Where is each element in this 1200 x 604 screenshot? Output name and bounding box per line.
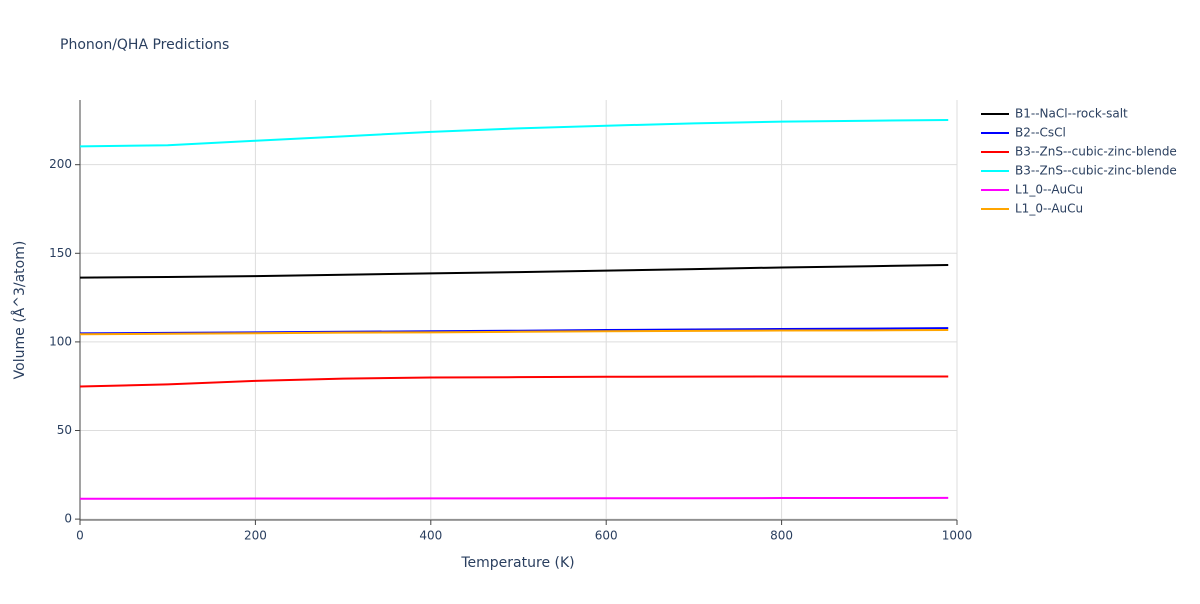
- y-axis-title: Volume (Å^3/atom): [11, 241, 28, 380]
- x-tick-label: 600: [595, 529, 618, 543]
- y-tick-label: 100: [49, 334, 72, 348]
- legend-label: L1_0--AuCu: [1015, 202, 1083, 216]
- x-tick-label: 1000: [942, 529, 973, 543]
- legend-label: B1--NaCl--rock-salt: [1015, 107, 1128, 121]
- legend-label: B3--ZnS--cubic-zinc-blende: [1015, 145, 1177, 159]
- legend-label: B2--CsCl: [1015, 126, 1066, 140]
- y-tick-label: 150: [49, 246, 72, 260]
- series-line: [79, 263, 949, 279]
- x-axis-title: Temperature (K): [460, 555, 574, 571]
- legend-label: L1_0--AuCu: [1015, 183, 1083, 197]
- x-tick-label: 200: [244, 529, 267, 543]
- y-tick-label: 0: [64, 512, 72, 526]
- x-tick-label: 800: [770, 529, 793, 543]
- legend-label: B3--ZnS--cubic-zinc-blende: [1015, 164, 1177, 178]
- series-line: [79, 329, 949, 336]
- series-line: [79, 375, 949, 388]
- x-tick-label: 400: [419, 529, 442, 543]
- y-tick-label: 50: [57, 423, 72, 437]
- series-line: [80, 496, 949, 500]
- x-tick-label: 0: [76, 529, 84, 543]
- chart-title: Phonon/QHA Predictions: [60, 37, 229, 53]
- y-tick-label: 200: [49, 157, 72, 171]
- series-line: [79, 119, 949, 148]
